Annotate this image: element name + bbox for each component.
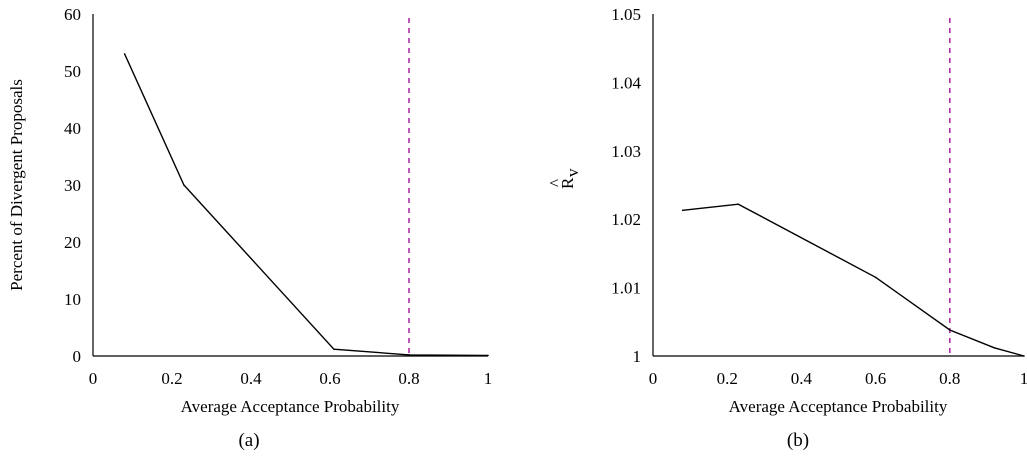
panel-a-y-tick-label: 30 [64,176,81,195]
panel-a-x-tick-labels: 0 0.2 0.4 0.6 0.8 1 [89,369,493,388]
panel-a-series-points [123,53,489,357]
panel-b-y-tick-label: 1.04 [611,73,641,92]
panel-a-data-point [487,354,489,357]
panel-b-x-tick-labels: 0 0.2 0.4 0.6 0.8 1 [649,369,1027,388]
panel-b-y-tick-label: 1.01 [611,279,641,298]
panel-b: 0 0.2 0.4 0.6 0.8 1 1 1.01 1.02 1.03 1.04 1.05 Ave… [546,5,1027,451]
panel-b-series-points [681,203,1025,357]
panel-b-y-axis-label-subscript: v [563,168,582,177]
panel-b-x-tick-label: 0.4 [791,369,813,388]
panel-b-y-tick-label: 1.03 [611,142,641,161]
panel-b-data-point [1023,355,1025,357]
panel-b-y-axis-label-accent: ^ [546,179,565,187]
panel-a-x-tick-label: 0.4 [240,369,262,388]
panel-a-x-tick-label: 0.2 [161,369,182,388]
panel-a-x-tick-label: 1 [484,369,493,388]
panel-a-x-tick-label: 0 [89,369,98,388]
panel-b-y-tick-labels: 1 1.01 1.02 1.03 1.04 1.05 [611,5,641,366]
panel-b-y-tick-label: 1.02 [611,210,641,229]
panel-b-caption: (b) [787,430,809,451]
panel-b-x-tick-label: 0.2 [717,369,738,388]
panel-b-y-tick-label: 1 [633,347,642,366]
panel-b-y-axis-label-main: R [558,177,577,189]
panel-a-data-point [123,53,126,55]
panel-a-caption: (a) [238,430,259,451]
panel-a-y-axis-label: Percent of Divergent Proposals [7,79,26,291]
panel-b-data-point [681,209,684,212]
panel-a-data-point [333,348,335,350]
panel-a-y-tick-label: 20 [64,233,81,252]
panel-a-y-tick-label: 60 [64,5,81,24]
panel-a-x-tick-label: 0.6 [319,369,340,388]
panel-b-x-axis-label: Average Acceptance Probability [729,397,948,416]
panel-a-y-tick-label: 50 [64,62,81,81]
panel-b-series-line [682,203,1025,357]
panel-a-series-line [123,53,489,357]
panel-a-y-tick-label: 40 [64,119,81,138]
panel-b-data-point [737,203,740,205]
panel-b-y-tick-label: 1.05 [611,5,641,24]
panel-b-data-point [949,329,951,331]
panel-b-x-tick-label: 0.8 [939,369,960,388]
panel-b-y-axis-label: R ^ v [546,168,582,189]
panel-a-y-tick-labels: 0 10 20 30 40 50 60 [64,5,81,366]
panel-a-data-point [183,184,185,186]
panel-b-data-point [874,276,877,279]
panel-b-x-tick-label: 1 [1020,369,1027,388]
panel-b-x-tick-label: 0 [649,369,658,388]
panel-b-data-point [993,346,996,349]
panel-a-x-tick-label: 0.8 [398,369,419,388]
panel-b-x-tick-label: 0.6 [865,369,886,388]
panel-a-x-axis-label: Average Acceptance Probability [181,397,400,416]
panel-a-y-tick-label: 0 [73,347,82,366]
panel-a-y-tick-label: 10 [64,290,81,309]
panel-a: 0 0.2 0.4 0.6 0.8 1 0 10 20 30 40 50 60 Average Acc… [7,5,492,451]
panel-a-data-point [408,354,410,356]
